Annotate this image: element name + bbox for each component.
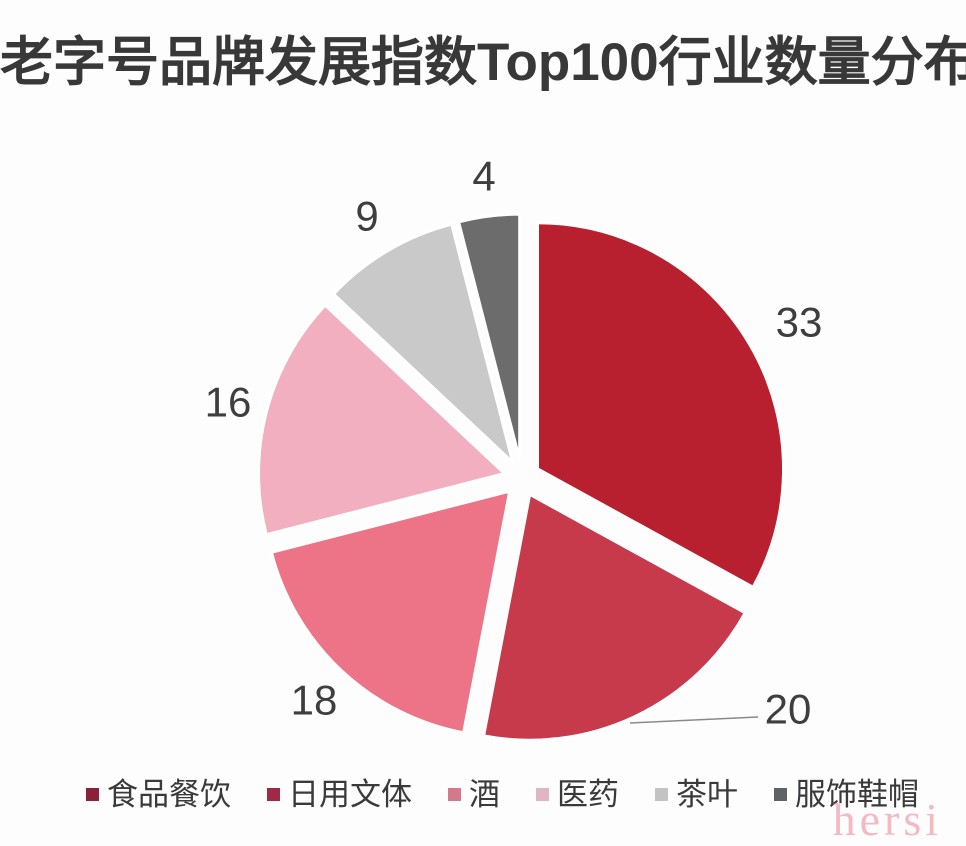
legend-label: 酒	[469, 777, 500, 812]
legend-swatch-medicine-icon	[536, 788, 549, 801]
pie-slice-4	[331, 222, 516, 468]
chart-title: 老字号品牌发展指数Top100行业数量分布	[0, 33, 966, 92]
pie-slice-5	[456, 212, 522, 461]
pie-value-label-4: 9	[355, 193, 378, 240]
pie-value-label-0: 33	[776, 299, 823, 346]
legend-item-apparel: 服饰鞋帽	[774, 779, 919, 810]
legend-label: 医药	[557, 777, 619, 812]
legend-swatch-liquor-icon	[448, 788, 461, 801]
pie-slice-3	[257, 302, 508, 537]
pie-slice-2	[269, 489, 512, 735]
legend-item-food-beverage: 食品餐饮	[86, 779, 231, 810]
pie-value-label-5: 4	[472, 153, 495, 200]
legend-item-medicine: 医药	[536, 779, 619, 810]
legend: 食品餐饮 日用文体 酒 医药 茶叶 服饰鞋帽	[86, 779, 919, 810]
legend-label: 食品餐饮	[107, 777, 231, 812]
pie-value-label-1: 20	[765, 686, 812, 733]
pie-slice-0	[536, 221, 785, 590]
legend-swatch-tea-icon	[655, 788, 668, 801]
leader-line-1	[629, 716, 759, 724]
legend-item-daily-goods: 日用文体	[267, 779, 412, 810]
pie-value-label-3: 16	[205, 379, 252, 426]
legend-label: 日用文体	[288, 777, 412, 812]
legend-swatch-daily-goods-icon	[267, 788, 280, 801]
legend-label: 茶叶	[676, 777, 738, 812]
pie-slice-1	[481, 491, 748, 742]
legend-item-tea: 茶叶	[655, 779, 738, 810]
legend-swatch-food-beverage-icon	[86, 788, 99, 801]
legend-item-liquor: 酒	[448, 779, 500, 810]
legend-label: 服饰鞋帽	[795, 777, 919, 812]
legend-swatch-apparel-icon	[774, 788, 787, 801]
pie-value-label-2: 18	[291, 677, 338, 724]
